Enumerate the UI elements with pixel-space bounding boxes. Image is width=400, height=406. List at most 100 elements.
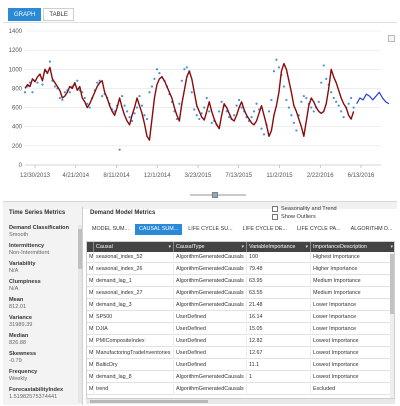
metric-label: Median — [9, 333, 29, 339]
y-tick-label: 1000 — [9, 67, 23, 73]
column-header[interactable] — [87, 242, 94, 252]
column-header[interactable]: ImportanceDescription ▾ — [311, 242, 394, 252]
metric-item: Variance 31989.39 — [9, 315, 81, 328]
table-row[interactable]: M DJIA UserDefined 15.05 Lower Importance — [87, 324, 394, 335]
y-tick-label: 200 — [12, 144, 23, 150]
metrics-scroll-thumb[interactable] — [78, 229, 82, 269]
metric-item: ForecastabilityIndex 1.51982575374441 — [9, 387, 81, 400]
tab-causal-summary[interactable]: CAUSAL SUM... — [134, 224, 183, 235]
table-cell: Lowest Importance — [311, 336, 394, 347]
data-point — [320, 81, 323, 84]
data-point — [120, 94, 124, 98]
tab-table[interactable]: TABLE — [43, 8, 74, 21]
data-point — [198, 117, 201, 121]
data-point — [312, 110, 315, 113]
data-point — [148, 91, 151, 94]
demand-model-tabs: MODEL SUM... CAUSAL SUM... LIFE CYCLE SU… — [88, 224, 393, 235]
data-point — [237, 98, 241, 102]
data-point — [53, 85, 56, 88]
column-header[interactable]: VariableImportance ▾ — [247, 242, 311, 252]
table-row[interactable]: M ManufactoringTradeInventories UserDefine… — [87, 348, 394, 359]
table-row[interactable]: M BalticDry UserDefined 11.1 Lowest Importan… — [87, 360, 394, 371]
table-cell: M — [87, 276, 94, 287]
table-cell: UserDefined — [174, 360, 247, 371]
data-point — [218, 110, 221, 113]
table-row[interactable]: M SP500 UserDefined 16.14 Lower Importance — [87, 312, 394, 323]
column-header[interactable]: Causal ▾ — [94, 242, 174, 252]
table-cell: 21.48 — [247, 300, 311, 311]
metric-value: 31989.39 — [9, 321, 33, 328]
tab-life-cycle-summary[interactable]: LIFE CYCLE SU... — [184, 224, 237, 235]
data-point — [76, 79, 79, 82]
data-point — [195, 114, 198, 117]
data-point — [180, 79, 183, 82]
table-cell: M — [87, 360, 94, 371]
seasonality-trend-checkbox[interactable]: Seasonality and Trend — [272, 206, 337, 212]
data-point — [270, 98, 273, 102]
table-cell: seasonal_index_52 — [94, 252, 174, 263]
show-outliers-checkbox[interactable]: Show Outliers — [272, 214, 316, 220]
table-cell: M — [87, 336, 94, 347]
data-point — [175, 117, 178, 121]
table-cell: AlgorithmGeneratedCausals — [174, 300, 247, 311]
metrics-scrollbar[interactable] — [78, 225, 82, 403]
filter-icon[interactable]: ▾ — [241, 244, 244, 250]
table-cell: M — [87, 288, 94, 299]
table-cell: AlgorithmGeneratedCausals — [174, 252, 247, 263]
data-point — [36, 81, 39, 84]
metric-value: -0.79 — [9, 357, 22, 364]
table-row[interactable]: M PMICompositeIndex UserDefined 12.82 Lowest… — [87, 336, 394, 347]
x-tick-label: 3/23/2015 — [185, 173, 212, 179]
data-point — [285, 98, 288, 102]
slider-handle[interactable] — [212, 192, 218, 198]
table-cell: 79.48 — [247, 264, 311, 275]
data-point — [185, 66, 188, 69]
table-cell: Lowest Importance — [311, 348, 394, 359]
table-cell: M — [87, 312, 94, 323]
metric-label: Skewness — [9, 351, 37, 357]
data-point — [228, 116, 231, 119]
zoom-reset-icon[interactable] — [388, 35, 395, 42]
chart-range-slider[interactable] — [190, 192, 246, 198]
data-point — [183, 68, 186, 71]
x-tick-label: 2/22/2016 — [307, 173, 334, 179]
tab-algorithm-details[interactable]: ALGORITHM D... — [346, 224, 393, 235]
checkbox-box[interactable] — [272, 206, 278, 212]
data-point — [335, 100, 338, 103]
y-tick-label: 0 — [19, 163, 23, 169]
column-header[interactable]: CausalType ▾ — [174, 242, 247, 252]
table-cell: demand_lag_8 — [94, 372, 174, 383]
data-point — [340, 110, 343, 113]
chart-svg: 1400 1200 1000 800 600 400 200 0 12/30/2013 4/21/… — [9, 29, 390, 179]
table-scroll-thumb[interactable] — [390, 254, 394, 314]
tab-model-summary[interactable]: MODEL SUM... — [88, 224, 133, 235]
tab-life-cycle-detail[interactable]: LIFE CYCLE DE... — [238, 224, 291, 235]
table-cell: M — [87, 252, 94, 263]
tab-graph[interactable]: GRAPH — [8, 8, 42, 21]
y-tick-label: 1200 — [9, 48, 23, 54]
filter-icon[interactable]: ▾ — [390, 244, 393, 250]
table-horizontal-scrollbar[interactable] — [86, 399, 395, 404]
table-cell: ManufactoringTradeInventories — [94, 348, 174, 359]
table-cell: Lower Importance — [311, 312, 394, 323]
data-point — [300, 100, 303, 103]
data-point — [158, 72, 161, 75]
table-header: Causal ▾ CausalType ▾ VariableImportance ▾ Imp… — [87, 242, 394, 252]
checkbox-box[interactable] — [272, 214, 278, 220]
y-tick-label: 1400 — [9, 29, 23, 35]
table-hscroll-thumb[interactable] — [90, 400, 208, 403]
x-tick-label: 12/30/2013 — [20, 173, 51, 179]
filter-icon[interactable]: ▾ — [305, 244, 308, 250]
data-point — [255, 102, 258, 105]
filter-icon[interactable]: ▾ — [168, 244, 171, 250]
tab-life-cycle-parameters[interactable]: LIFE CYCLE PA... — [292, 224, 345, 235]
metric-label: Demand Classification — [9, 225, 69, 231]
table-vertical-scrollbar[interactable] — [390, 252, 394, 398]
